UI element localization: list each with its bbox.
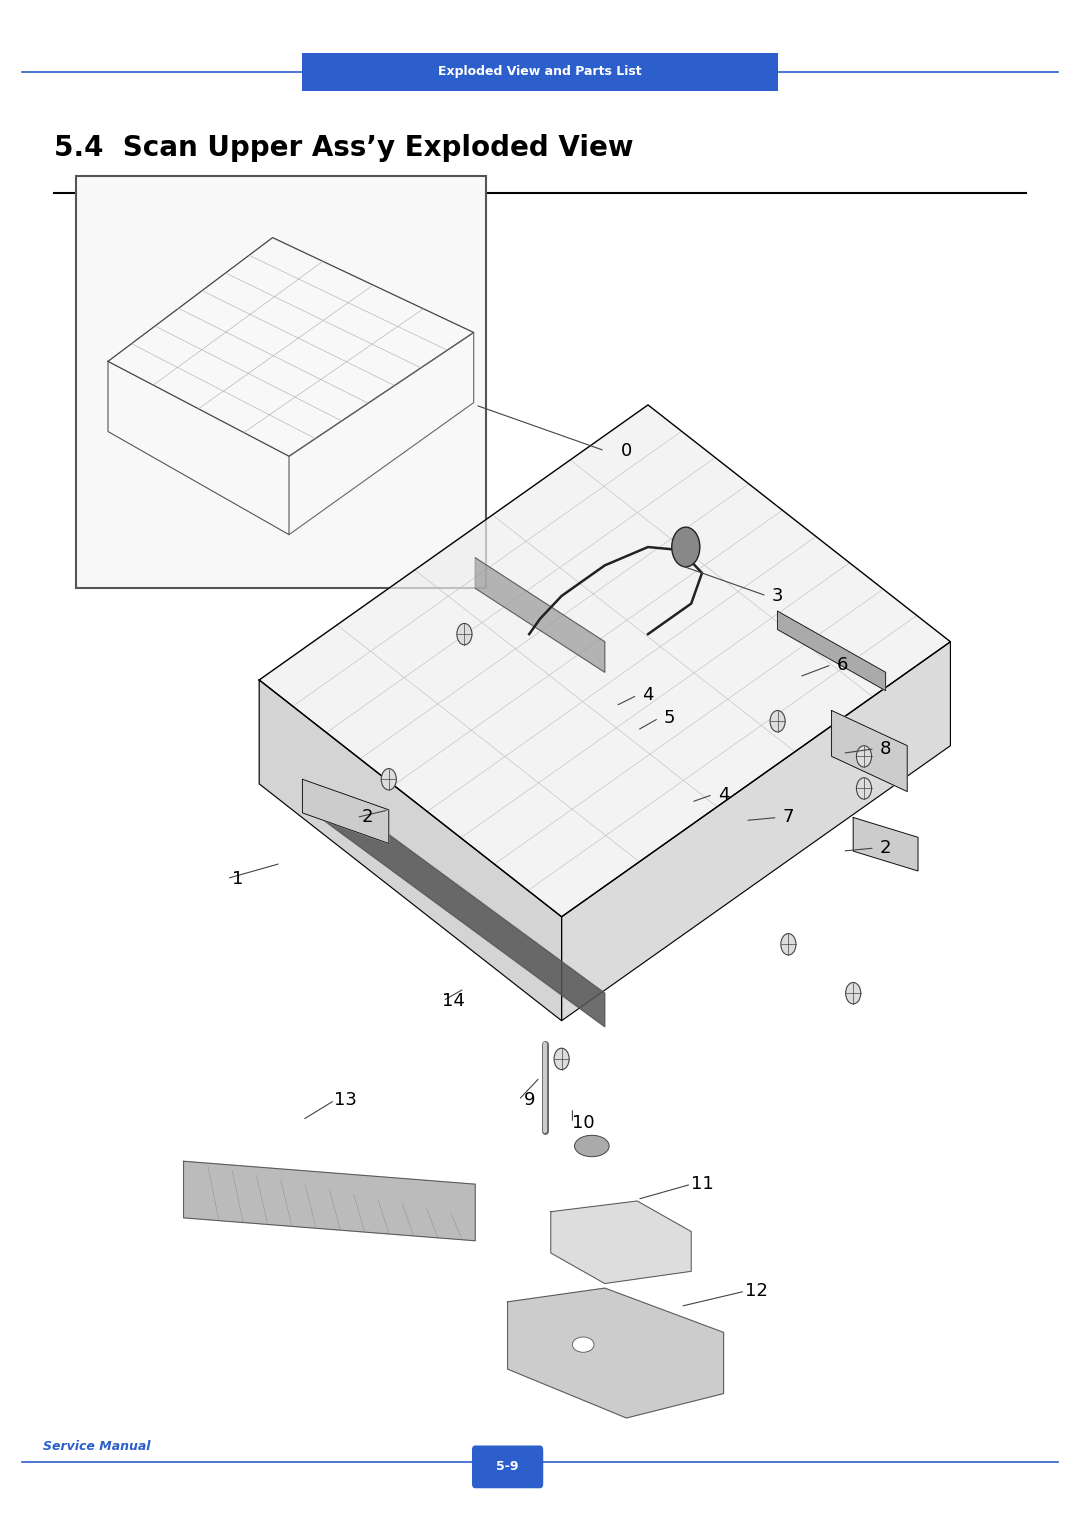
Text: 5-9: 5-9 — [497, 1461, 518, 1473]
Polygon shape — [184, 1161, 475, 1241]
Text: 3: 3 — [772, 587, 783, 605]
Polygon shape — [108, 362, 289, 535]
Polygon shape — [259, 680, 562, 1021]
FancyBboxPatch shape — [472, 1445, 543, 1488]
Circle shape — [554, 1048, 569, 1070]
Text: 5: 5 — [664, 709, 675, 727]
Ellipse shape — [575, 1135, 609, 1157]
Circle shape — [457, 623, 472, 645]
Text: 12: 12 — [744, 1282, 768, 1300]
Text: 14: 14 — [442, 992, 465, 1010]
Polygon shape — [324, 787, 605, 1027]
Polygon shape — [832, 711, 907, 792]
Polygon shape — [508, 1288, 724, 1418]
Polygon shape — [551, 1201, 691, 1284]
Circle shape — [856, 746, 872, 767]
Circle shape — [781, 934, 796, 955]
Text: Service Manual: Service Manual — [43, 1439, 151, 1453]
Text: 4: 4 — [643, 686, 653, 704]
Polygon shape — [259, 405, 950, 917]
Circle shape — [672, 527, 700, 567]
Ellipse shape — [572, 1337, 594, 1352]
Text: 11: 11 — [690, 1175, 714, 1193]
Bar — [76, 176, 486, 588]
Text: Exploded View and Parts List: Exploded View and Parts List — [438, 66, 642, 78]
Polygon shape — [475, 558, 605, 672]
Text: 13: 13 — [334, 1091, 357, 1109]
Text: 8: 8 — [880, 740, 891, 758]
Text: 2: 2 — [362, 808, 373, 827]
Circle shape — [846, 983, 861, 1004]
Polygon shape — [289, 333, 474, 535]
Text: 7: 7 — [783, 808, 794, 827]
Polygon shape — [140, 324, 281, 370]
Text: 4: 4 — [718, 785, 729, 804]
Text: 2: 2 — [880, 839, 891, 857]
Polygon shape — [853, 817, 918, 871]
Text: 5.4  Scan Upper Ass’y Exploded View: 5.4 Scan Upper Ass’y Exploded View — [54, 134, 634, 162]
Text: 9: 9 — [524, 1091, 535, 1109]
Text: 6: 6 — [837, 656, 848, 674]
Bar — [302, 52, 778, 92]
Text: 10: 10 — [572, 1114, 594, 1132]
Polygon shape — [562, 642, 950, 1021]
Circle shape — [856, 778, 872, 799]
Text: 0: 0 — [621, 442, 632, 460]
Circle shape — [381, 769, 396, 790]
Text: 1: 1 — [232, 869, 243, 888]
Polygon shape — [778, 611, 886, 691]
Polygon shape — [302, 779, 389, 843]
Polygon shape — [108, 237, 474, 457]
Circle shape — [770, 711, 785, 732]
